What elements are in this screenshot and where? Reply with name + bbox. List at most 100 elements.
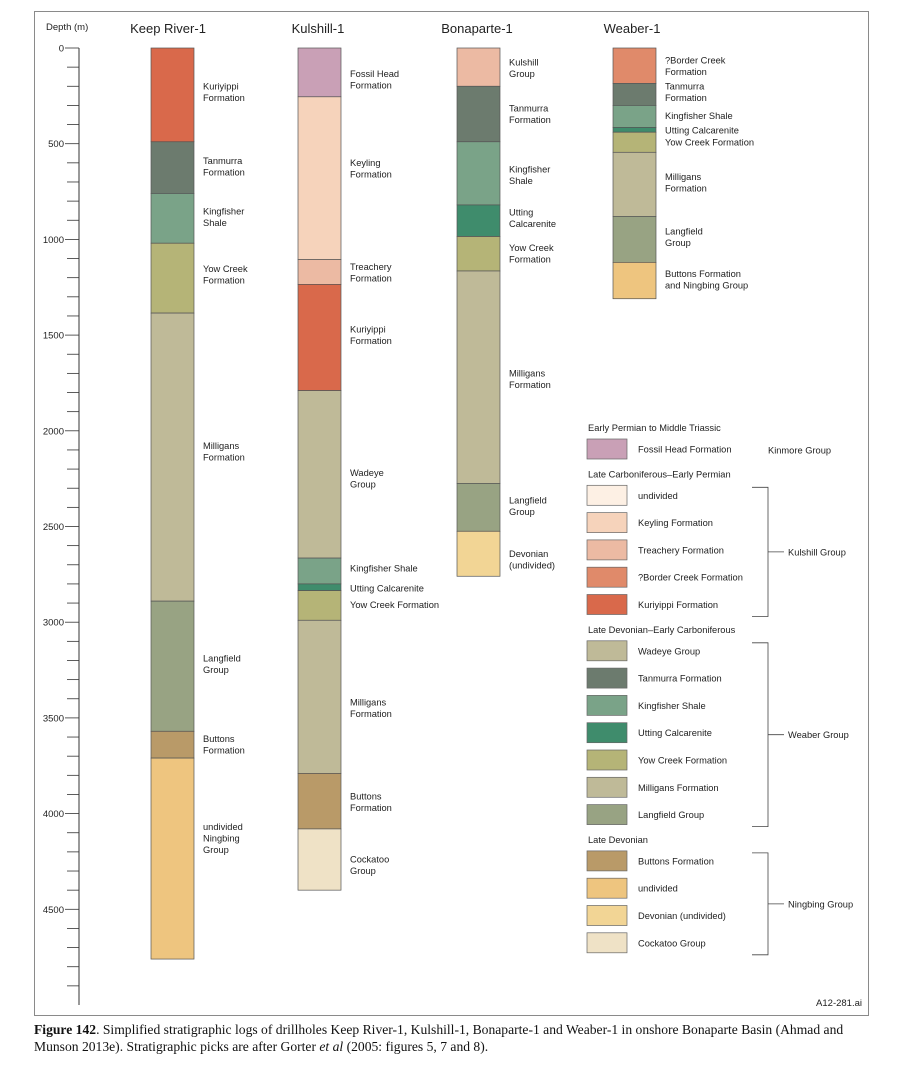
- unit-bar: [150, 141, 195, 194]
- legend-item-label: ?Border Creek Formation: [638, 573, 743, 583]
- legend-group-label: Ningbing Group: [788, 899, 853, 909]
- legend-swatch: [586, 776, 628, 798]
- legend-group-label: Kulshill Group: [788, 547, 846, 557]
- unit-label: Formation: [350, 803, 392, 813]
- unit-label: Formation: [203, 453, 245, 463]
- unit-label: Utting Calcarenite: [350, 584, 424, 594]
- unit-label: Group: [509, 69, 535, 79]
- unit-label: undivided: [203, 822, 243, 832]
- unit-bar: [150, 242, 195, 314]
- legend-group-label: Kinmore Group: [768, 446, 831, 456]
- unit-label: and Ningbing Group: [665, 280, 748, 290]
- legend-item-label: Buttons Formation: [638, 856, 714, 866]
- unit-label: Buttons: [203, 734, 235, 744]
- legend-swatch: [586, 932, 628, 954]
- unit-bar: [612, 105, 657, 128]
- tick-label: 3500: [43, 713, 64, 724]
- well-keep-river-1: Keep River-1KuriyippiFormationTanmurraFo…: [130, 21, 248, 960]
- legend-item-label: Treachery Formation: [638, 545, 724, 555]
- unit-label: Yow Creek: [203, 264, 248, 274]
- unit-bar: [297, 583, 342, 591]
- legend-item-label: Kingfisher Shale: [638, 701, 706, 711]
- unit-label: Yow Creek Formation: [665, 138, 754, 148]
- figure-id: A12-281.ai: [816, 998, 862, 1009]
- unit-bar: [297, 284, 342, 391]
- tick-label: 4000: [43, 809, 64, 820]
- unit-label: Kuriyippi: [350, 324, 386, 334]
- tick-label: 1000: [43, 235, 64, 246]
- unit-bar: [612, 151, 657, 217]
- unit-label: Utting Calcarenite: [665, 125, 739, 135]
- legend-item-label: Milligans Formation: [638, 783, 719, 793]
- unit-label: Formation: [665, 93, 707, 103]
- legend-item-label: Keyling Formation: [638, 518, 713, 528]
- caption-text-2: (2005: figures 5, 7 and 8).: [343, 1039, 489, 1054]
- legend-section: Late Devonian Buttons Formation undivided D…: [586, 835, 853, 956]
- unit-label: Buttons Formation: [665, 269, 741, 279]
- legend-item-label: Kuriyippi Formation: [638, 600, 718, 610]
- tick-label: 0: [59, 44, 64, 55]
- tick-label: 2000: [43, 426, 64, 437]
- unit-bar: [297, 590, 342, 621]
- unit-bar: [297, 773, 342, 830]
- legend-swatch: [586, 749, 628, 771]
- unit-bar: [456, 141, 501, 206]
- unit-bar: [297, 47, 342, 98]
- legend-item-label: Fossil Head Formation: [638, 445, 732, 455]
- depth-axis: Depth (m) 0 500 1000 1500 2000 2500 3000 3500 400…: [43, 22, 88, 1005]
- well-title: Kulshill-1: [292, 21, 345, 36]
- unit-bar: [612, 47, 657, 84]
- legend-bracket: [752, 642, 784, 827]
- unit-bar: [612, 216, 657, 263]
- legend-section: Early Permian to Middle Triassic Fossil H…: [586, 423, 831, 460]
- legend-swatch: [586, 484, 628, 506]
- legend-item-label: undivided: [638, 491, 678, 501]
- legend: Early Permian to Middle Triassic Fossil H…: [586, 423, 853, 956]
- unit-bar: [456, 483, 501, 532]
- unit-bar: [612, 127, 657, 133]
- unit-bar: [150, 47, 195, 143]
- legend-swatch: [586, 539, 628, 561]
- unit-label: Formation: [203, 167, 245, 177]
- stratigraphic-figure: Depth (m) 0 500 1000 1500 2000 2500 3000 3500 400…: [43, 21, 862, 1009]
- unit-label: Formation: [350, 169, 392, 179]
- figure-caption: Figure 142. Simplified stratigraphic log…: [34, 1021, 874, 1055]
- unit-bar: [612, 262, 657, 300]
- legend-item-label: Tanmurra Formation: [638, 674, 722, 684]
- unit-label: Kingfisher Shale: [665, 111, 733, 121]
- unit-bar: [297, 619, 342, 774]
- unit-bar: [297, 259, 342, 285]
- unit-label: Devonian: [509, 549, 548, 559]
- unit-label: Group: [509, 507, 535, 517]
- legend-item-label: Wadeye Group: [638, 646, 700, 656]
- unit-bar: [297, 557, 342, 585]
- unit-label: Formation: [203, 93, 245, 103]
- unit-label: Buttons: [350, 791, 382, 801]
- well-title: Bonaparte-1: [441, 21, 513, 36]
- tick-label: 2500: [43, 522, 64, 533]
- legend-swatch: [586, 905, 628, 926]
- legend-swatch: [586, 438, 628, 460]
- unit-bar: [150, 757, 195, 960]
- unit-label: Kingfisher: [203, 207, 244, 217]
- legend-item-label: Langfield Group: [638, 810, 704, 820]
- unit-label: Wadeye: [350, 468, 384, 478]
- unit-bar: [150, 312, 195, 602]
- unit-label: Kuriyippi: [203, 81, 239, 91]
- caption-italic: et al: [319, 1039, 344, 1054]
- unit-label: Ningbing: [203, 833, 240, 843]
- unit-label: Milligans: [203, 441, 240, 451]
- legend-swatch: [586, 850, 628, 872]
- unit-bar: [456, 530, 501, 577]
- unit-label: Formation: [509, 255, 551, 265]
- unit-label: Formation: [509, 115, 551, 125]
- unit-label: Group: [203, 845, 229, 855]
- unit-bar: [297, 96, 342, 260]
- well-bonaparte-1: Bonaparte-1 Kulshill Group Tanmurra Formatio…: [441, 21, 556, 577]
- unit-label: Tanmurra: [509, 103, 549, 113]
- legend-section: Late Devonian–Early Carboniferous Wadeye …: [586, 625, 849, 827]
- unit-label: Kulshill: [509, 57, 538, 67]
- legend-swatch: [586, 640, 628, 662]
- legend-item-label: Devonian (undivided): [638, 911, 726, 921]
- legend-section: Late Carboniferous–Early Permian undivide…: [586, 469, 846, 617]
